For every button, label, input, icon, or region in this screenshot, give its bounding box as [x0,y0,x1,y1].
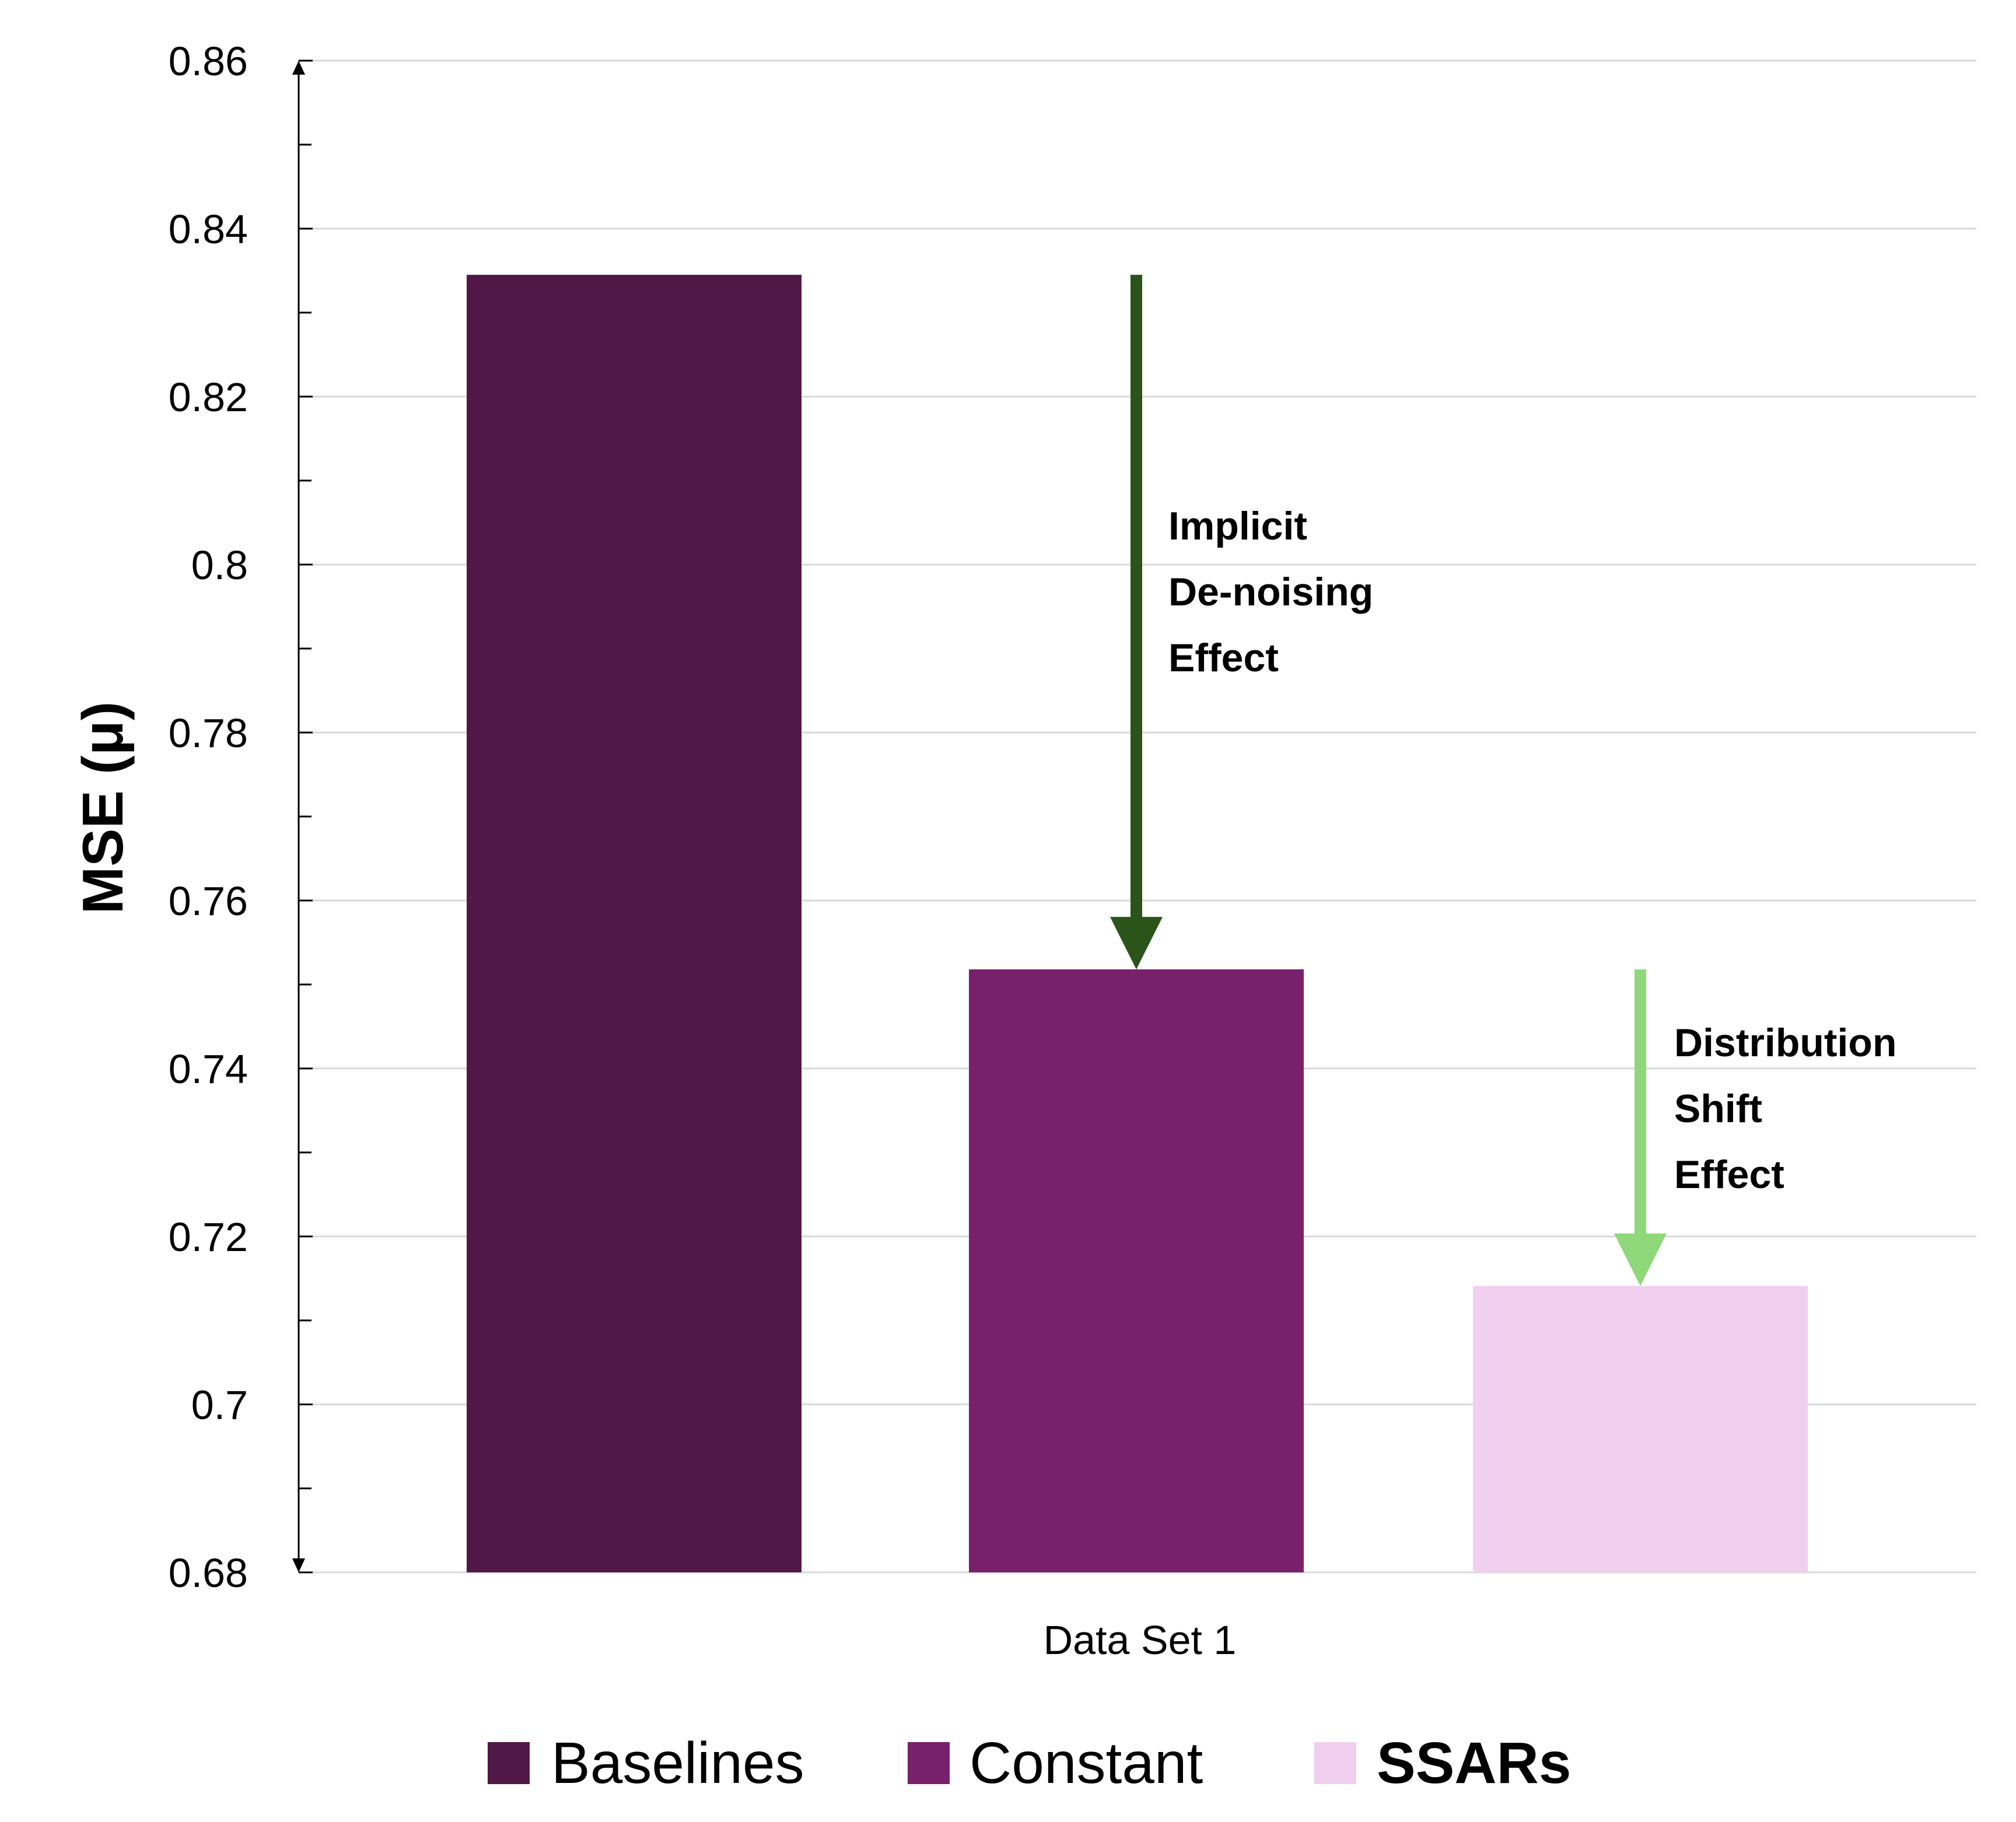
annotation-text: De-noising [1168,570,1373,614]
y-tick-label: 0.86 [169,38,248,84]
annotation-text: Distribution [1674,1021,1897,1065]
legend-swatch-baselines [488,1742,530,1784]
bar-baselines [467,275,802,1573]
legend-label-constant: Constant [970,1730,1203,1796]
y-tick-label: 0.84 [169,206,248,252]
y-axis-arrow-top [292,61,305,75]
annotation-text: Effect [1168,636,1279,680]
y-tick-label: 0.72 [169,1214,248,1260]
x-category-label: Data Set 1 [1044,1617,1237,1663]
y-tick-label: 0.82 [169,374,248,420]
x-axis-categories: Data Set 1 [1044,1617,1237,1663]
legend-swatch-constant [908,1742,950,1784]
y-tick-label: 0.78 [169,710,248,756]
annotation-text: Shift [1674,1087,1762,1131]
legend-label-baselines: Baselines [551,1730,804,1796]
y-axis-label: MSE (μ) [71,702,135,914]
annotation-arrow-head [1614,1233,1667,1286]
annotation-arrow-shaft [1634,969,1646,1235]
annotation-text: Effect [1674,1152,1784,1197]
y-tick-label: 0.76 [169,878,248,924]
legend-swatch-ssars [1314,1742,1356,1784]
y-tick-label: 0.68 [169,1550,248,1596]
bars [467,275,1808,1573]
bar-constant [969,969,1304,1572]
annotation-text: Implicit [1168,504,1307,548]
annotations: Implicit De-noising Effect Distribution Shif… [1110,275,1897,1286]
legend-label-ssars: SSARs [1377,1730,1571,1796]
bar-ssars [1473,1285,1808,1572]
y-axis: 0.68 0.7 0.72 0.74 0.76 0.78 0.8 0.82 0.84 0.86 [169,38,313,1596]
y-tick-label: 0.7 [191,1382,248,1428]
annotation-arrow-shaft [1130,275,1142,919]
y-tick-label: 0.74 [169,1046,248,1092]
y-axis-arrow-bottom [292,1558,305,1572]
y-tick-label: 0.8 [191,542,248,588]
annotation-arrow-head [1110,917,1163,970]
legend: Baselines Constant SSARs [488,1730,1571,1796]
